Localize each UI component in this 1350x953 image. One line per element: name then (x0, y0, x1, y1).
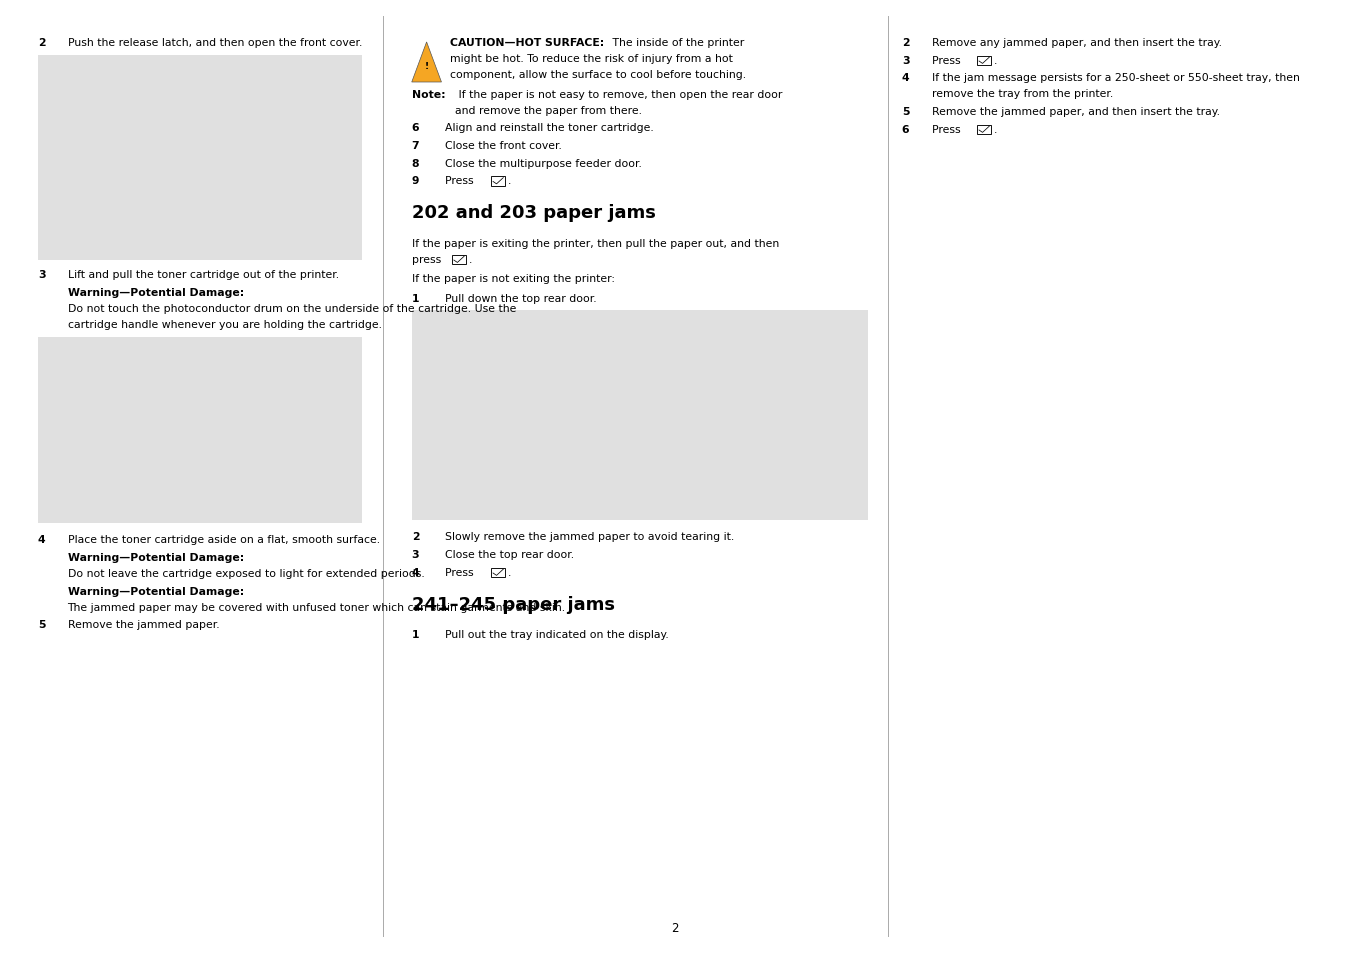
Bar (412, 311, 868, 520)
Bar (977, 57, 991, 67)
Text: If the jam message persists for a 250-sheet or 550-sheet tray, then: If the jam message persists for a 250-sh… (931, 73, 1299, 83)
Text: If the paper is not exiting the printer:: If the paper is not exiting the printer: (412, 274, 614, 284)
Text: CAUTION—HOT SURFACE:: CAUTION—HOT SURFACE: (450, 38, 603, 48)
Text: Note:: Note: (412, 90, 446, 99)
Text: 1: 1 (412, 630, 420, 639)
Text: 2: 2 (38, 38, 46, 48)
Text: Remove the jammed paper, and then insert the tray.: Remove the jammed paper, and then insert… (931, 107, 1219, 117)
Text: press: press (412, 254, 444, 265)
Text: Remove the jammed paper.: Remove the jammed paper. (68, 619, 219, 630)
Polygon shape (412, 43, 441, 83)
Text: 202 and 203 paper jams: 202 and 203 paper jams (412, 204, 656, 222)
Text: 2: 2 (671, 921, 679, 934)
Bar (491, 177, 505, 187)
Text: .: . (468, 254, 472, 265)
Text: Close the multipurpose feeder door.: Close the multipurpose feeder door. (446, 158, 643, 169)
Text: Press: Press (931, 125, 964, 134)
Text: component, allow the surface to cool before touching.: component, allow the surface to cool bef… (450, 71, 745, 80)
Text: Warning—Potential Damage:: Warning—Potential Damage: (68, 553, 244, 562)
Text: Lift and pull the toner cartridge out of the printer.: Lift and pull the toner cartridge out of… (68, 271, 339, 280)
Text: 2: 2 (902, 38, 910, 48)
Text: Remove any jammed paper, and then insert the tray.: Remove any jammed paper, and then insert… (931, 38, 1222, 48)
Text: .: . (508, 567, 510, 578)
Text: Slowly remove the jammed paper to avoid tearing it.: Slowly remove the jammed paper to avoid … (446, 532, 734, 542)
Text: The inside of the printer: The inside of the printer (609, 38, 744, 48)
Text: The jammed paper may be covered with unfused toner which can stain garments and : The jammed paper may be covered with unf… (68, 602, 566, 612)
Text: cartridge handle whenever you are holding the cartridge.: cartridge handle whenever you are holdin… (68, 320, 382, 330)
Text: !: ! (424, 62, 429, 71)
Text: 7: 7 (412, 141, 420, 151)
Text: Warning—Potential Damage:: Warning—Potential Damage: (68, 288, 244, 297)
Text: Align and reinstall the toner cartridge.: Align and reinstall the toner cartridge. (446, 123, 655, 133)
Text: Push the release latch, and then open the front cover.: Push the release latch, and then open th… (68, 38, 362, 48)
Text: Do not touch the photoconductor drum on the underside of the cartridge. Use the: Do not touch the photoconductor drum on … (68, 304, 516, 314)
Text: Pull out the tray indicated on the display.: Pull out the tray indicated on the displ… (446, 630, 670, 639)
Text: 9: 9 (412, 176, 420, 186)
Text: 5: 5 (902, 107, 910, 117)
Text: 3: 3 (902, 55, 910, 66)
Text: 4: 4 (38, 535, 46, 545)
Text: 3: 3 (38, 271, 46, 280)
Text: might be hot. To reduce the risk of injury from a hot: might be hot. To reduce the risk of inju… (450, 54, 733, 64)
Text: 3: 3 (412, 550, 420, 559)
Text: Press: Press (446, 176, 478, 186)
Text: .: . (508, 176, 510, 186)
Text: 5: 5 (38, 619, 46, 630)
Text: Pull down the top rear door.: Pull down the top rear door. (446, 294, 597, 303)
Bar (38, 337, 362, 523)
Text: Close the top rear door.: Close the top rear door. (446, 550, 575, 559)
Bar (452, 255, 466, 265)
Text: remove the tray from the printer.: remove the tray from the printer. (931, 90, 1112, 99)
Text: 1: 1 (412, 294, 420, 303)
Text: Warning—Potential Damage:: Warning—Potential Damage: (68, 586, 244, 596)
Text: If the paper is exiting the printer, then pull the paper out, and then: If the paper is exiting the printer, the… (412, 238, 779, 249)
Text: 6: 6 (412, 123, 420, 133)
Text: Do not leave the cartridge exposed to light for extended periods.: Do not leave the cartridge exposed to li… (68, 568, 424, 578)
Text: 2: 2 (412, 532, 420, 542)
Text: .: . (994, 55, 996, 66)
Bar (38, 56, 362, 261)
Bar (491, 568, 505, 578)
Text: Close the front cover.: Close the front cover. (446, 141, 563, 151)
Text: .: . (994, 125, 996, 134)
Text: 4: 4 (412, 567, 420, 578)
Text: Place the toner cartridge aside on a flat, smooth surface.: Place the toner cartridge aside on a fla… (68, 535, 379, 545)
Text: If the paper is not easy to remove, then open the rear door: If the paper is not easy to remove, then… (455, 90, 782, 99)
Bar (977, 126, 991, 135)
Text: 241–245 paper jams: 241–245 paper jams (412, 596, 614, 614)
Text: 8: 8 (412, 158, 420, 169)
Text: Press: Press (446, 567, 478, 578)
Text: 6: 6 (902, 125, 910, 134)
Text: and remove the paper from there.: and remove the paper from there. (455, 106, 643, 115)
Text: 4: 4 (902, 73, 910, 83)
Text: Press: Press (931, 55, 964, 66)
